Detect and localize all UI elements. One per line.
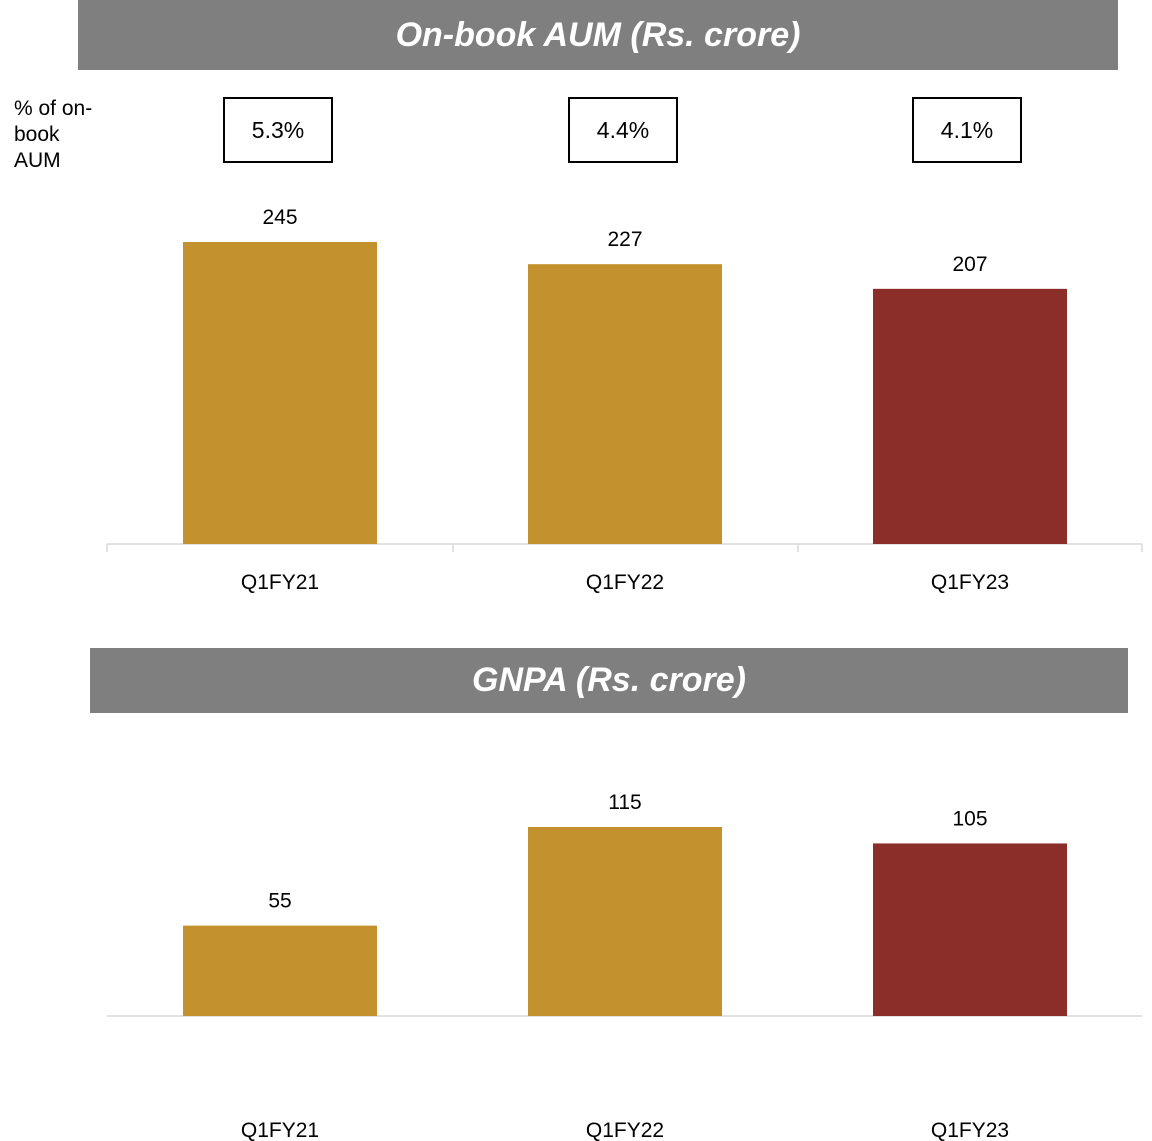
- aum-category-label: Q1FY23: [931, 571, 1009, 594]
- pct-box-q1fy23: 4.1%: [912, 97, 1022, 163]
- chart-title-aum: On-book AUM (Rs. crore): [78, 0, 1118, 70]
- aum-category-label: Q1FY22: [586, 571, 664, 594]
- gnpa-category-label: Q1FY21: [241, 1119, 319, 1141]
- gnpa-data-label: 105: [952, 807, 987, 830]
- gnpa-data-label: 115: [608, 791, 641, 814]
- aum-bar-q1fy23: [873, 288, 1067, 544]
- aum-data-label: 245: [262, 206, 297, 229]
- gnpa-bar-q1fy22: [528, 827, 722, 1016]
- gnpa-bar-q1fy23: [873, 843, 1067, 1016]
- aum-bar-q1fy21: [183, 242, 377, 544]
- aum-bar-q1fy22: [528, 264, 722, 544]
- aum-category-label: Q1FY21: [241, 571, 319, 594]
- pct-of-aum-label: % of on- book AUM: [14, 97, 93, 172]
- aum-data-label: 207: [952, 253, 987, 276]
- pct-box-q1fy22: 4.4%: [568, 97, 678, 163]
- aum-data-label: 227: [607, 228, 642, 251]
- gnpa-bar-q1fy21: [183, 925, 377, 1016]
- gnpa-category-label: Q1FY23: [931, 1119, 1009, 1141]
- pct-box-q1fy21: 5.3%: [223, 97, 333, 163]
- chart-title-gnpa: GNPA (Rs. crore): [90, 648, 1128, 713]
- gnpa-category-label: Q1FY22: [586, 1119, 664, 1141]
- aum-bar-chart: 245 Q1FY21 227 Q1FY22 207 Q1FY23: [106, 206, 1143, 594]
- gnpa-data-label: 55: [268, 890, 291, 913]
